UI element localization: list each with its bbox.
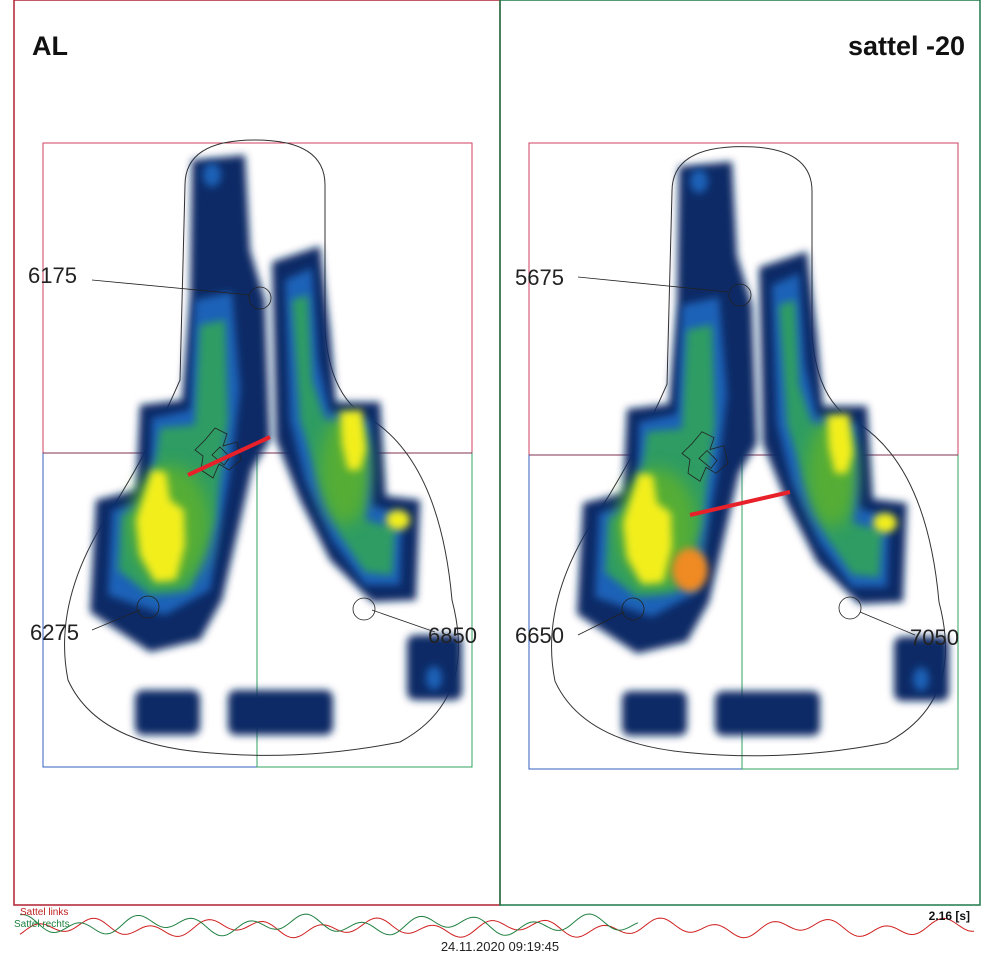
trace-line bbox=[19, 917, 975, 939]
pressure-label: 5675 bbox=[515, 265, 564, 290]
pressure-label: 6850 bbox=[428, 623, 477, 648]
timestamp: 24.11.2020 09:19:45 bbox=[441, 939, 559, 954]
panel-frame bbox=[499, 0, 981, 906]
trace-line bbox=[19, 913, 639, 937]
pressure-label: 6275 bbox=[30, 620, 79, 645]
duration: 2.16 [s] bbox=[929, 909, 970, 923]
legend-entry: Sattel links bbox=[20, 907, 68, 918]
pressure-label: 7050 bbox=[910, 625, 959, 650]
pressure-label: 6650 bbox=[515, 623, 564, 648]
pressure-map-right bbox=[528, 142, 959, 770]
force-traces bbox=[19, 913, 975, 939]
panel-title: AL bbox=[32, 31, 68, 61]
pressure-label: 6175 bbox=[28, 263, 77, 288]
legend-entry: Sattel rechts bbox=[14, 919, 70, 930]
pressure-map-left bbox=[42, 140, 473, 768]
panel-title: sattel -20 bbox=[848, 31, 965, 61]
